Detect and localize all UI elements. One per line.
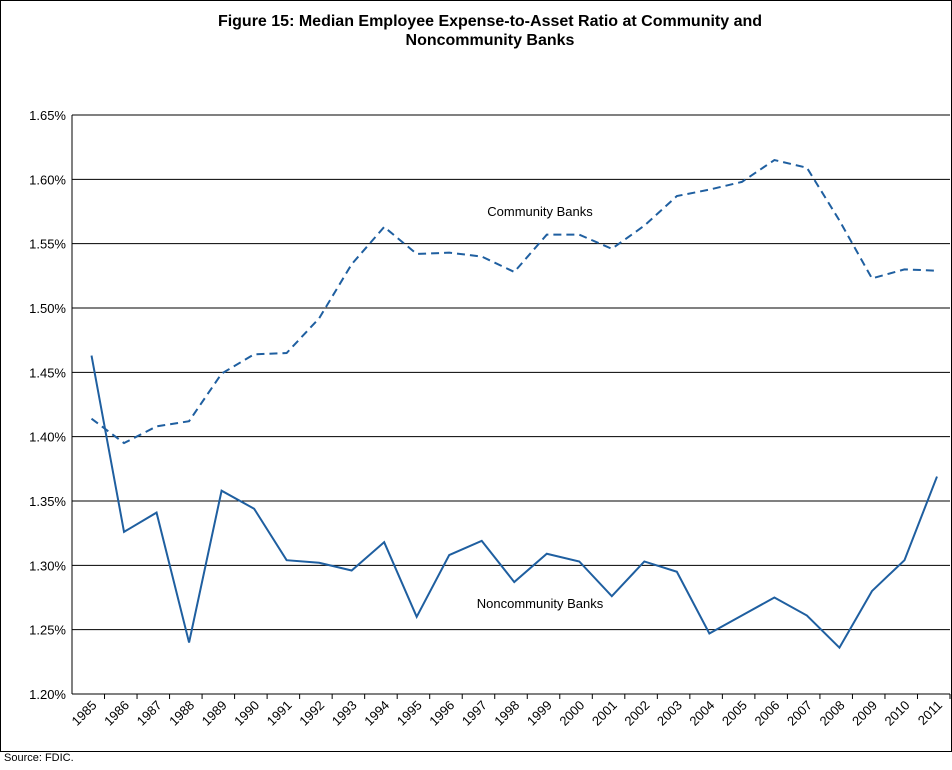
x-tick-label: 1991 (264, 698, 295, 729)
x-tick-label: 1988 (166, 698, 197, 729)
y-tick-label: 1.65% (29, 108, 66, 123)
y-tick-label: 1.60% (29, 172, 66, 187)
x-tick-label: 2009 (849, 698, 880, 729)
x-tick-label: 2005 (719, 698, 750, 729)
y-tick-label: 1.30% (29, 558, 66, 573)
x-tick-label: 1994 (361, 698, 392, 729)
x-tick-label: 2007 (784, 698, 815, 729)
x-tick-label: 1985 (69, 698, 100, 729)
source-note: Source: FDIC. (4, 752, 74, 764)
x-tick-label: 1992 (296, 698, 327, 729)
x-tick-label: 2010 (882, 698, 913, 729)
series-line (90, 158, 938, 445)
x-tick-label: 1993 (329, 698, 360, 729)
series-line (90, 355, 938, 650)
y-tick-label: 1.55% (29, 237, 66, 252)
x-tick-label: 2003 (654, 698, 685, 729)
x-tick-label: 1990 (231, 698, 262, 729)
x-tick-label: 2002 (621, 698, 652, 729)
y-tick-label: 1.35% (29, 494, 66, 509)
x-tick-label: 1996 (426, 698, 457, 729)
y-tick-label: 1.40% (29, 430, 66, 445)
x-tick-label: 2000 (556, 698, 587, 729)
x-tick-label: 2008 (817, 698, 848, 729)
x-tick-label: 2006 (751, 698, 782, 729)
x-tick-label: 1989 (199, 698, 230, 729)
x-tick-label: 1995 (394, 698, 425, 729)
series-label: Community Banks (487, 204, 593, 219)
y-tick-label: 1.25% (29, 623, 66, 638)
series-label: Noncommunity Banks (477, 596, 604, 611)
x-tick-label: 2011 (915, 698, 945, 728)
y-tick-label: 1.45% (29, 365, 66, 380)
y-tick-label: 1.20% (29, 687, 66, 702)
x-tick-label: 2001 (589, 698, 620, 729)
y-tick-label: 1.50% (29, 301, 66, 316)
x-tick-label: 1998 (491, 698, 522, 729)
x-tick-label: 1987 (134, 698, 165, 729)
x-tick-label: 1986 (101, 698, 132, 729)
chart-title: Figure 15: Median Employee Expense-to-As… (217, 13, 763, 49)
x-tick-label: 1997 (459, 698, 490, 729)
x-tick-label: 2004 (686, 698, 717, 729)
x-tick-label: 1999 (524, 698, 555, 729)
